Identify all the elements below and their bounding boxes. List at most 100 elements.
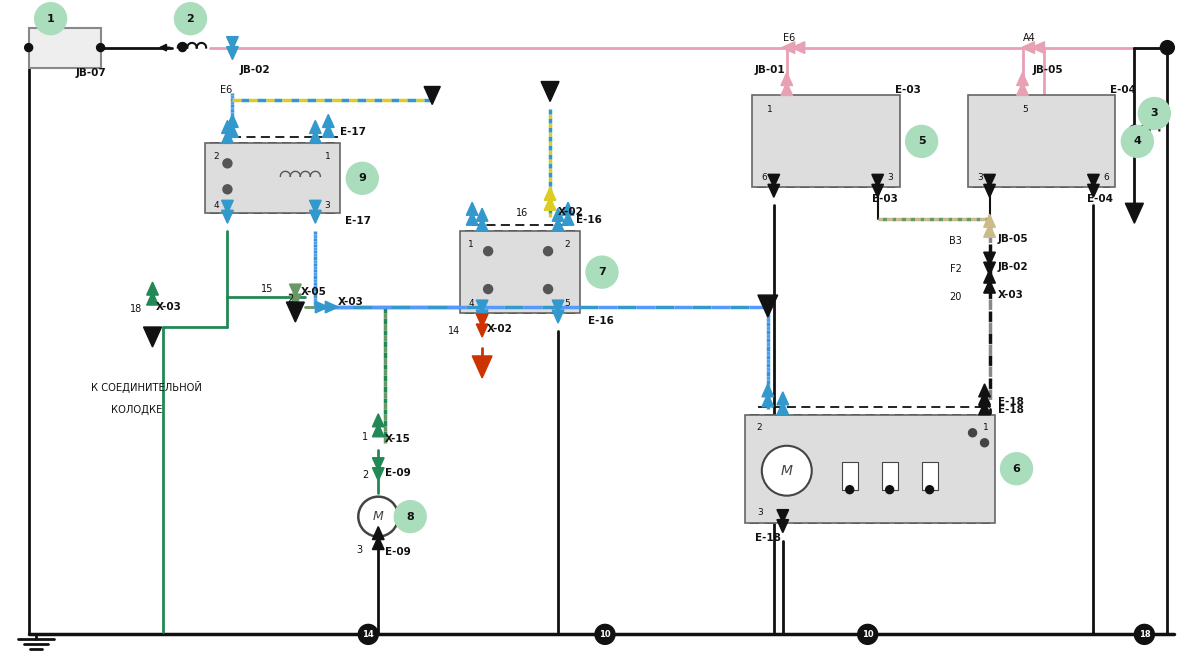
Circle shape (1134, 624, 1154, 644)
Polygon shape (776, 402, 788, 415)
Polygon shape (476, 300, 488, 313)
Polygon shape (768, 184, 780, 198)
Circle shape (35, 3, 67, 35)
Text: JB-02: JB-02 (240, 65, 270, 74)
Text: 10: 10 (599, 630, 611, 639)
Polygon shape (310, 210, 322, 223)
Text: 14: 14 (362, 630, 374, 639)
Circle shape (925, 485, 934, 493)
Polygon shape (1021, 42, 1034, 53)
Text: 10: 10 (862, 630, 874, 639)
Text: 3: 3 (1151, 108, 1158, 118)
Polygon shape (776, 392, 788, 405)
Circle shape (544, 285, 552, 293)
Text: 1: 1 (983, 424, 989, 432)
Polygon shape (1087, 184, 1099, 198)
Polygon shape (146, 282, 158, 295)
Polygon shape (545, 198, 556, 210)
Polygon shape (979, 394, 990, 407)
Text: 1: 1 (324, 152, 330, 161)
Text: E-18: E-18 (997, 405, 1024, 415)
Text: 5: 5 (1022, 105, 1028, 114)
Circle shape (179, 44, 186, 52)
Text: E-17: E-17 (341, 128, 366, 138)
Circle shape (223, 159, 232, 168)
Text: 2: 2 (186, 14, 194, 24)
Circle shape (858, 624, 877, 644)
Text: E6: E6 (221, 84, 233, 94)
Bar (29, 28, 101, 68)
Polygon shape (310, 130, 322, 144)
Polygon shape (222, 120, 233, 134)
Bar (841, 462, 858, 489)
Polygon shape (776, 509, 788, 523)
Text: X-05: X-05 (300, 287, 326, 297)
Text: E-16: E-16 (588, 316, 614, 326)
Text: 2: 2 (214, 152, 220, 161)
Polygon shape (289, 284, 301, 297)
Polygon shape (979, 384, 990, 397)
Polygon shape (984, 184, 995, 198)
Text: E-16: E-16 (576, 215, 602, 225)
Polygon shape (984, 280, 995, 293)
Polygon shape (323, 124, 334, 138)
Text: E-09: E-09 (385, 547, 410, 557)
Polygon shape (146, 292, 158, 305)
Polygon shape (762, 384, 774, 397)
Polygon shape (424, 86, 440, 104)
Polygon shape (476, 310, 488, 323)
Polygon shape (476, 208, 488, 221)
Text: M: M (373, 510, 384, 523)
Polygon shape (552, 208, 564, 221)
Text: 4: 4 (1134, 136, 1141, 146)
Polygon shape (781, 72, 793, 86)
Polygon shape (562, 202, 574, 215)
Polygon shape (310, 120, 322, 134)
Polygon shape (325, 301, 338, 313)
Text: 2: 2 (757, 424, 762, 432)
Circle shape (1160, 41, 1175, 55)
Text: X-03: X-03 (156, 302, 181, 312)
Circle shape (174, 3, 206, 35)
Polygon shape (552, 218, 564, 231)
Bar (967, 96, 1116, 188)
Text: A4: A4 (1022, 33, 1036, 43)
Text: 20: 20 (949, 292, 961, 302)
Polygon shape (1087, 174, 1099, 188)
Polygon shape (552, 310, 564, 323)
Text: 1: 1 (468, 239, 474, 249)
Text: 4: 4 (214, 201, 220, 209)
Text: 3: 3 (757, 508, 762, 517)
Circle shape (395, 501, 426, 533)
Text: 2: 2 (362, 469, 368, 479)
Polygon shape (1016, 82, 1028, 96)
Circle shape (846, 485, 853, 493)
Circle shape (347, 162, 378, 194)
Polygon shape (372, 527, 384, 539)
Polygon shape (872, 174, 883, 188)
Polygon shape (781, 42, 794, 53)
Text: E-09: E-09 (385, 467, 410, 477)
Polygon shape (227, 37, 239, 50)
Circle shape (223, 185, 232, 194)
Text: E-03: E-03 (871, 194, 898, 204)
Circle shape (980, 439, 989, 447)
Polygon shape (323, 114, 334, 128)
Circle shape (544, 247, 552, 255)
Polygon shape (872, 184, 883, 198)
Polygon shape (984, 214, 995, 227)
Polygon shape (473, 356, 492, 378)
Polygon shape (372, 414, 384, 427)
Text: X-02: X-02 (487, 324, 514, 334)
Polygon shape (979, 402, 990, 415)
Text: 6: 6 (1013, 464, 1020, 473)
Text: 3: 3 (888, 173, 894, 182)
Polygon shape (467, 212, 478, 225)
Polygon shape (316, 301, 329, 313)
Text: 18: 18 (1139, 630, 1150, 639)
Polygon shape (1016, 72, 1028, 86)
Text: 8: 8 (407, 511, 414, 521)
Text: 4: 4 (468, 299, 474, 307)
Circle shape (886, 485, 894, 493)
Polygon shape (984, 252, 995, 265)
